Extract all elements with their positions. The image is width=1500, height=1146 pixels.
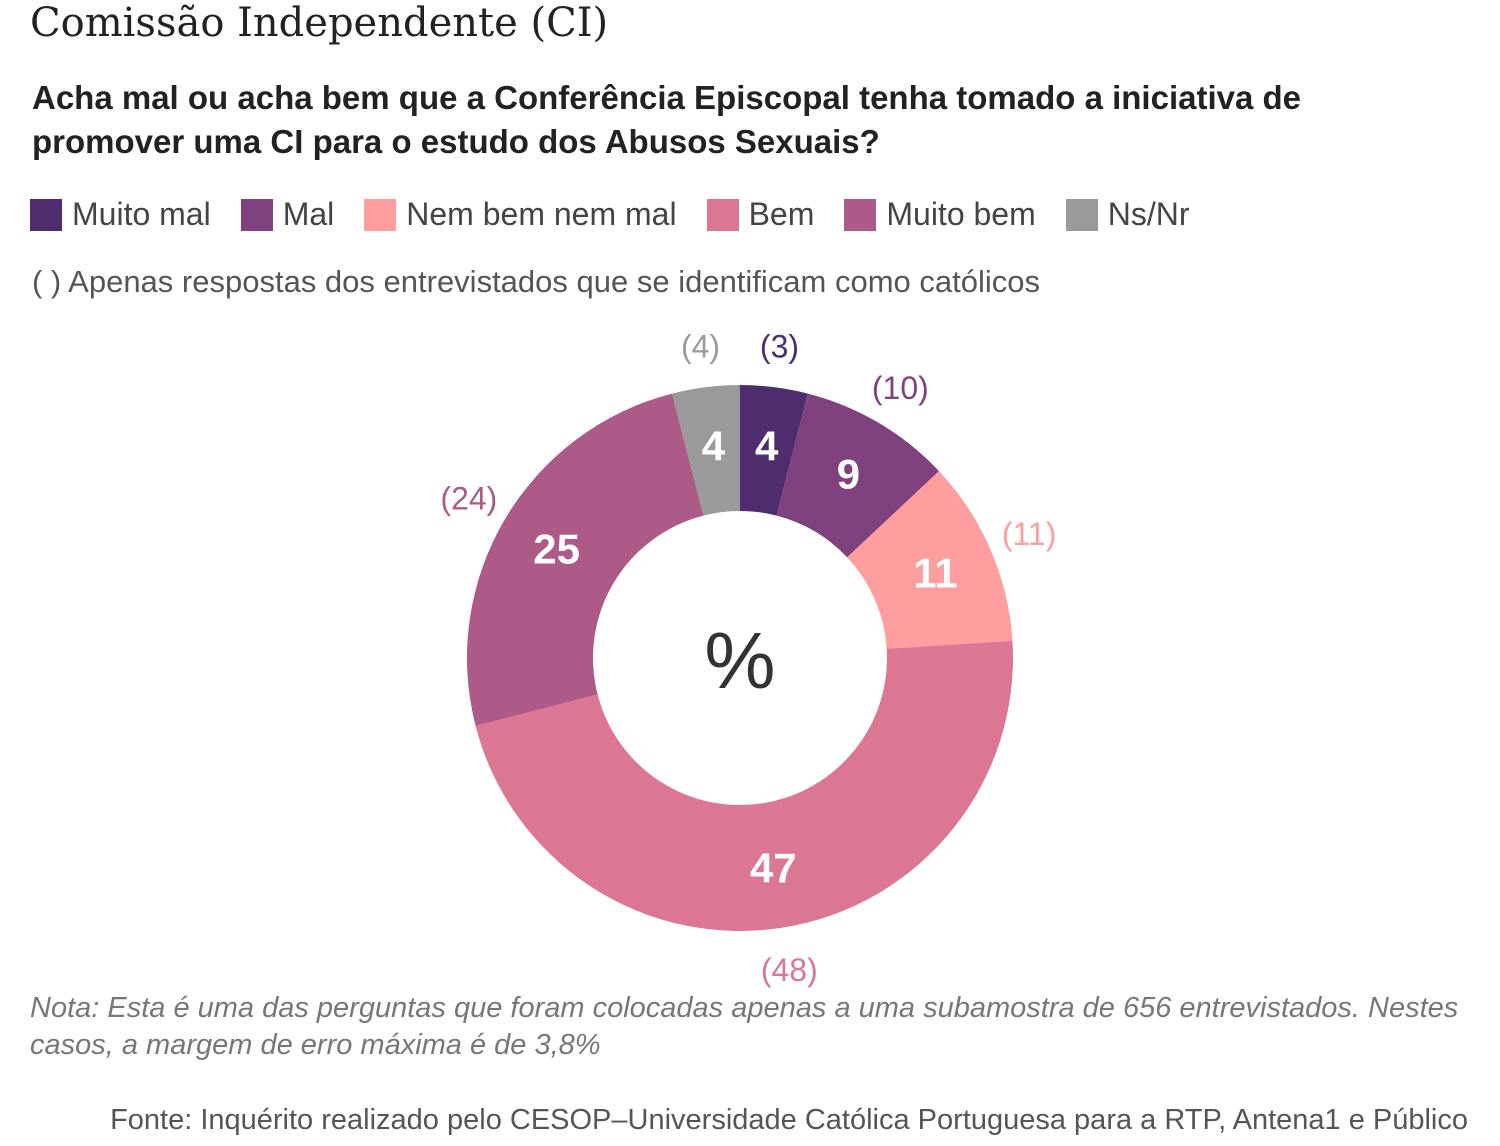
- catholic-value-label: (48): [761, 952, 818, 988]
- catholic-value-label: (24): [440, 481, 497, 517]
- legend-item: Muito bem: [844, 196, 1036, 233]
- legend-label: Muito mal: [72, 196, 211, 232]
- chart-title: Comissão Independente (CI): [30, 0, 609, 46]
- catholic-value-label: (10): [872, 370, 929, 406]
- center-label: %: [704, 616, 775, 705]
- legend-swatch: [240, 198, 273, 231]
- legend-item: Muito mal: [30, 196, 211, 233]
- slice-value-label: 4: [755, 423, 779, 470]
- legend-item: Nem bem nem mal: [364, 196, 677, 233]
- catholic-value-label: (11): [1002, 516, 1057, 552]
- legend-item: Bem: [706, 196, 815, 233]
- footnote: Nota: Esta é uma das perguntas que foram…: [30, 992, 1459, 1061]
- donut-slice: [466, 393, 704, 726]
- slice-value-label: 9: [837, 451, 860, 498]
- legend-swatch: [1065, 198, 1098, 231]
- legend-item: Mal: [240, 196, 335, 233]
- donut-slice: [475, 640, 1013, 931]
- donut-slice: [672, 385, 740, 516]
- donut-slice: [847, 471, 1013, 649]
- catholic-value-label: (4): [681, 328, 720, 364]
- legend-label: Nem bem nem mal: [406, 196, 677, 232]
- legend-swatch: [364, 198, 397, 231]
- legend-swatch: [844, 198, 877, 231]
- slice-value-label: 11: [913, 549, 957, 596]
- donut-slice: [776, 393, 940, 558]
- slice-value-label: 25: [533, 526, 580, 573]
- catholic-value-label: (3): [760, 328, 799, 364]
- chart-subtitle: Acha mal ou acha bem que a Conferência E…: [32, 79, 1302, 160]
- legend-swatch: [30, 198, 62, 231]
- legend-label: Muito bem: [886, 196, 1036, 232]
- legend-label: Ns/Nr: [1107, 196, 1190, 232]
- catholic-note: ( ) Apenas respostas dos entrevistados q…: [32, 264, 1041, 299]
- legend-label: Mal: [282, 196, 335, 232]
- source: Fonte: Inquérito realizado pelo CESOP–Un…: [110, 1104, 1468, 1136]
- legend-item: Ns/Nr: [1065, 196, 1190, 233]
- legend-swatch: [706, 198, 739, 231]
- donut-slice: [740, 385, 808, 516]
- legend: Muito mal Mal Nem bem nem mal Bem Muito bem N…: [30, 196, 1220, 233]
- legend-label: Bem: [748, 196, 815, 232]
- slice-value-label: 4: [702, 423, 726, 470]
- slice-value-label: 47: [750, 844, 797, 891]
